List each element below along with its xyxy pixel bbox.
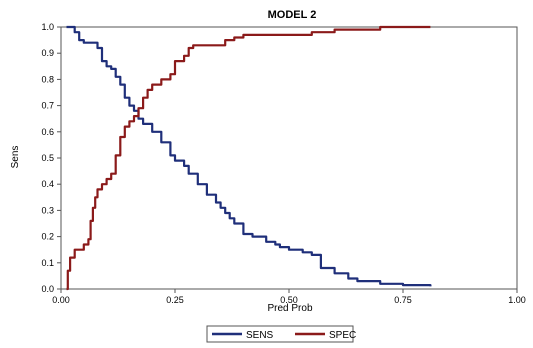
y-tick-label: 0.9 bbox=[41, 48, 54, 58]
series-line-sens bbox=[66, 25, 432, 287]
x-tick-label: 1.00 bbox=[508, 295, 526, 305]
y-tick-label: 0.4 bbox=[41, 179, 54, 189]
y-tick-label: 0.6 bbox=[41, 127, 54, 137]
y-tick-label: 0.0 bbox=[41, 284, 54, 294]
plot-area: 0.00 0.25 0.50 0.75 1.00 0.0 0.1 0.2 0.3 0.4 0.5 0.… bbox=[41, 22, 525, 305]
y-axis-title: Sens bbox=[10, 146, 21, 169]
x-tick-label: 0.25 bbox=[166, 295, 184, 305]
x-tick-label: 0.00 bbox=[52, 295, 70, 305]
legend-box bbox=[206, 325, 354, 343]
y-tick-label: 0.7 bbox=[41, 101, 54, 111]
y-tick-label: 0.1 bbox=[41, 258, 54, 268]
x-tick-label: 0.75 bbox=[394, 295, 412, 305]
legend-label-sens: SENS bbox=[246, 330, 274, 341]
x-axis-title: Pred Prob bbox=[267, 303, 312, 314]
y-tick-label: 0.2 bbox=[41, 232, 54, 242]
x-tick-label: 0.50 bbox=[280, 295, 298, 305]
y-tick-label: 0.3 bbox=[41, 205, 54, 215]
series-line-spec bbox=[66, 25, 431, 291]
y-tick-label: 0.5 bbox=[41, 153, 54, 163]
y-tick-label: 1.0 bbox=[41, 22, 54, 32]
y-tick-label: 0.8 bbox=[41, 74, 54, 84]
legend: SENS SPEC bbox=[206, 325, 356, 343]
legend-label-spec: SPEC bbox=[329, 330, 356, 341]
chart-title: MODEL 2 bbox=[268, 9, 317, 21]
